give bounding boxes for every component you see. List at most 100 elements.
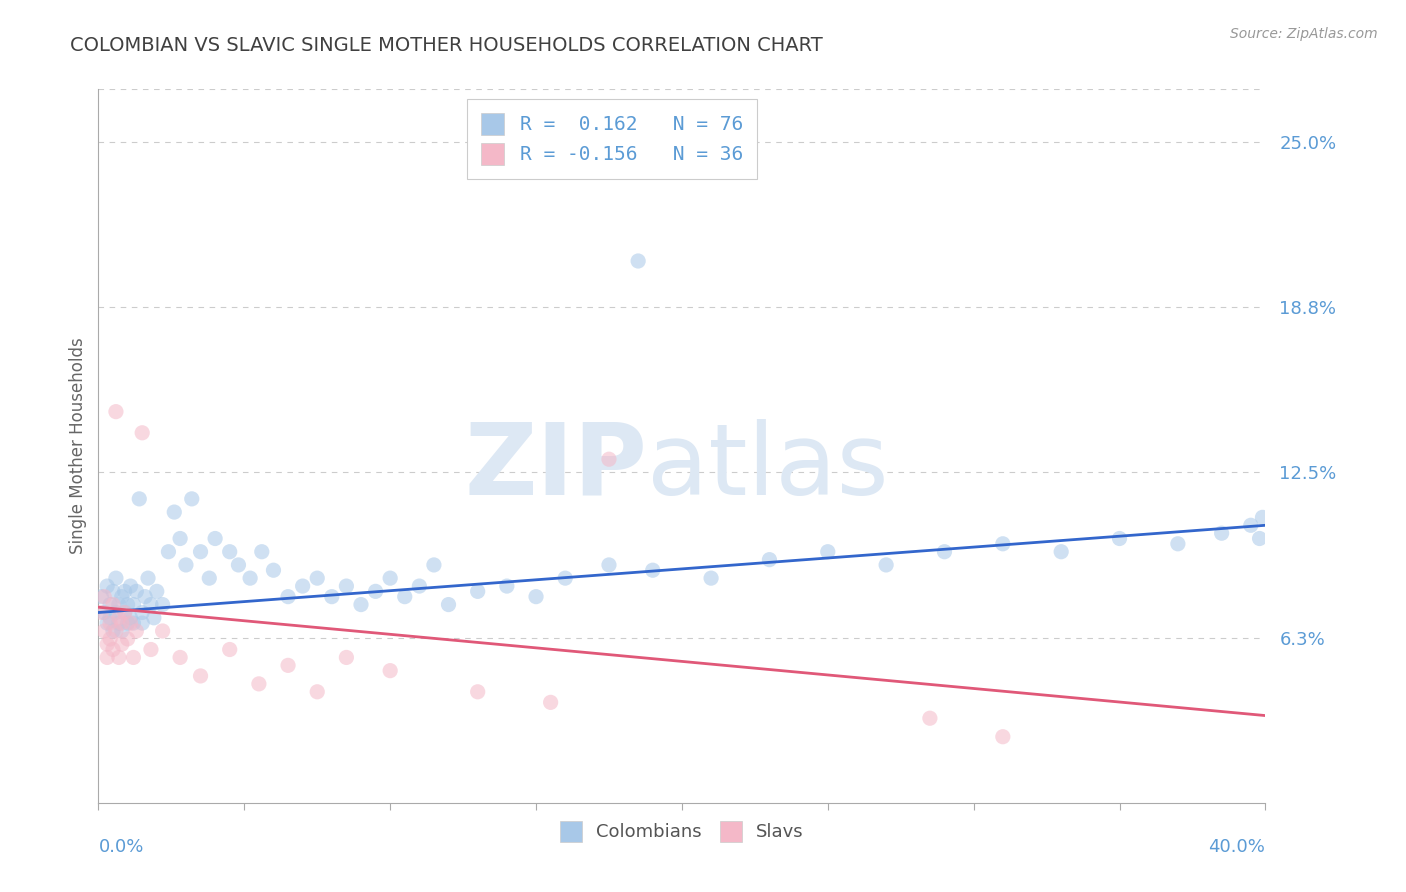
Point xyxy=(423,558,446,572)
Point xyxy=(169,532,191,546)
Point xyxy=(163,505,186,519)
Point xyxy=(111,637,134,651)
Point xyxy=(108,611,131,625)
Point xyxy=(817,545,839,559)
Point xyxy=(131,606,153,620)
Point xyxy=(114,606,136,620)
Point xyxy=(1240,518,1263,533)
Point xyxy=(108,598,131,612)
Point xyxy=(117,616,139,631)
Point xyxy=(758,552,780,566)
Point xyxy=(93,606,115,620)
Point xyxy=(190,545,212,559)
Point xyxy=(467,584,489,599)
Text: Source: ZipAtlas.com: Source: ZipAtlas.com xyxy=(1230,27,1378,41)
Point xyxy=(90,606,112,620)
Point xyxy=(641,563,664,577)
Point xyxy=(96,650,118,665)
Point xyxy=(934,545,956,559)
Point xyxy=(114,584,136,599)
Point xyxy=(380,571,402,585)
Point xyxy=(131,425,153,440)
Point xyxy=(180,491,202,506)
Point xyxy=(991,537,1014,551)
Point xyxy=(96,637,118,651)
Text: COLOMBIAN VS SLAVIC SINGLE MOTHER HOUSEHOLDS CORRELATION CHART: COLOMBIAN VS SLAVIC SINGLE MOTHER HOUSEH… xyxy=(70,36,823,54)
Point xyxy=(125,624,148,638)
Point xyxy=(152,624,174,638)
Point xyxy=(1249,532,1271,546)
Point xyxy=(93,624,115,638)
Point xyxy=(627,254,650,268)
Point xyxy=(598,558,620,572)
Point xyxy=(122,598,145,612)
Point xyxy=(139,642,162,657)
Point xyxy=(554,571,576,585)
Point xyxy=(131,616,153,631)
Point xyxy=(93,590,115,604)
Text: ZIP: ZIP xyxy=(464,419,647,516)
Point xyxy=(98,632,121,646)
Point xyxy=(101,598,124,612)
Point xyxy=(277,590,299,604)
Point xyxy=(350,598,373,612)
Point xyxy=(250,545,273,559)
Point xyxy=(190,669,212,683)
Point xyxy=(128,491,150,506)
Point xyxy=(228,558,250,572)
Point xyxy=(146,584,169,599)
Point xyxy=(291,579,314,593)
Point xyxy=(1050,545,1073,559)
Point xyxy=(307,571,329,585)
Point xyxy=(321,590,343,604)
Point xyxy=(218,642,240,657)
Y-axis label: Single Mother Households: Single Mother Households xyxy=(69,338,87,554)
Text: 0.0%: 0.0% xyxy=(98,838,143,856)
Point xyxy=(98,611,121,625)
Point xyxy=(335,579,357,593)
Point xyxy=(134,590,156,604)
Point xyxy=(108,650,131,665)
Point xyxy=(157,545,180,559)
Point xyxy=(120,611,142,625)
Text: atlas: atlas xyxy=(647,419,889,516)
Point xyxy=(380,664,402,678)
Point xyxy=(139,598,162,612)
Point xyxy=(1108,532,1130,546)
Point xyxy=(1167,537,1189,551)
Point xyxy=(437,598,460,612)
Point xyxy=(125,584,148,599)
Point xyxy=(277,658,299,673)
Point xyxy=(101,624,124,638)
Point xyxy=(111,624,134,638)
Point xyxy=(101,584,124,599)
Point xyxy=(467,685,489,699)
Point xyxy=(108,616,131,631)
Point xyxy=(394,590,416,604)
Point xyxy=(96,616,118,631)
Point xyxy=(307,685,329,699)
Point xyxy=(98,598,121,612)
Point xyxy=(117,598,139,612)
Point xyxy=(96,579,118,593)
Point xyxy=(524,590,547,604)
Point xyxy=(104,404,127,418)
Point xyxy=(104,606,127,620)
Point xyxy=(991,730,1014,744)
Point xyxy=(101,642,124,657)
Point xyxy=(111,590,134,604)
Point xyxy=(120,616,142,631)
Point xyxy=(1251,510,1274,524)
Point xyxy=(104,571,127,585)
Point xyxy=(496,579,519,593)
Point xyxy=(98,616,121,631)
Point xyxy=(247,677,270,691)
Point xyxy=(136,571,159,585)
Point xyxy=(262,563,284,577)
Point xyxy=(598,452,620,467)
Point xyxy=(122,616,145,631)
Point xyxy=(204,532,226,546)
Point xyxy=(152,598,174,612)
Point xyxy=(239,571,262,585)
Point xyxy=(408,579,430,593)
